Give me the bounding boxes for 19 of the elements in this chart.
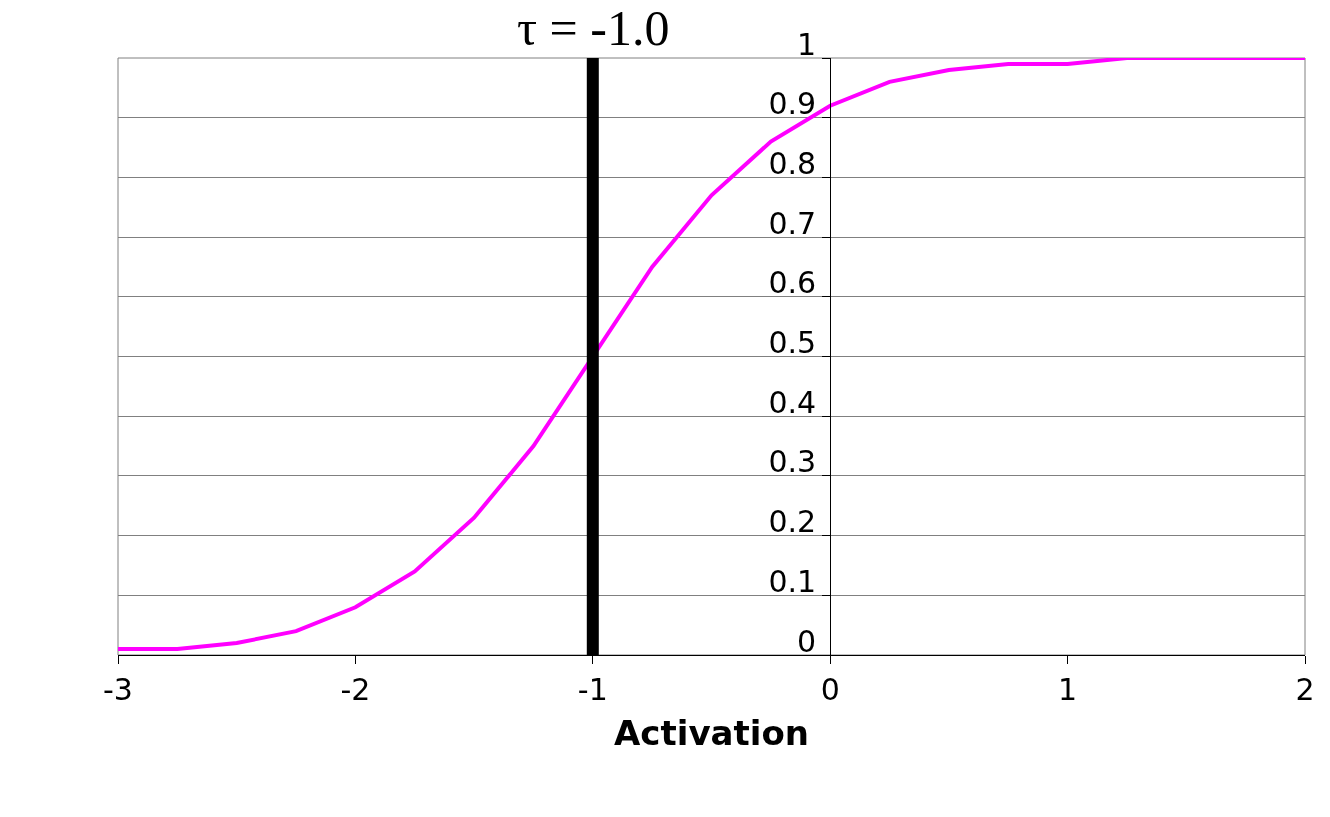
x-tick-label: 1 xyxy=(1058,672,1078,707)
x-tick-label: 2 xyxy=(1295,672,1315,707)
y-tick-label: 0.9 xyxy=(768,86,817,122)
x-axis-title: Activation xyxy=(614,713,809,754)
x-tick-label: -1 xyxy=(577,672,608,707)
y-tick-label: 0.1 xyxy=(768,563,817,599)
y-tick-label: 0.2 xyxy=(768,504,817,540)
y-tick-label: 0 xyxy=(797,623,817,659)
y-tick-label: 0.3 xyxy=(768,444,817,480)
ref-line-label: τ = -1.0 xyxy=(517,0,670,56)
y-tick-label: 0.8 xyxy=(768,145,817,181)
x-tick-label: -2 xyxy=(340,672,371,707)
y-tick-label: 0.4 xyxy=(768,384,817,420)
y-tick-label: 0.6 xyxy=(768,265,817,301)
x-tick-label: -3 xyxy=(103,672,133,707)
x-tick-label: 0 xyxy=(820,672,840,707)
y-tick-label: 0.7 xyxy=(768,205,817,241)
y-tick-label: 0.5 xyxy=(768,325,817,360)
y-tick-label: 1 xyxy=(797,26,817,62)
